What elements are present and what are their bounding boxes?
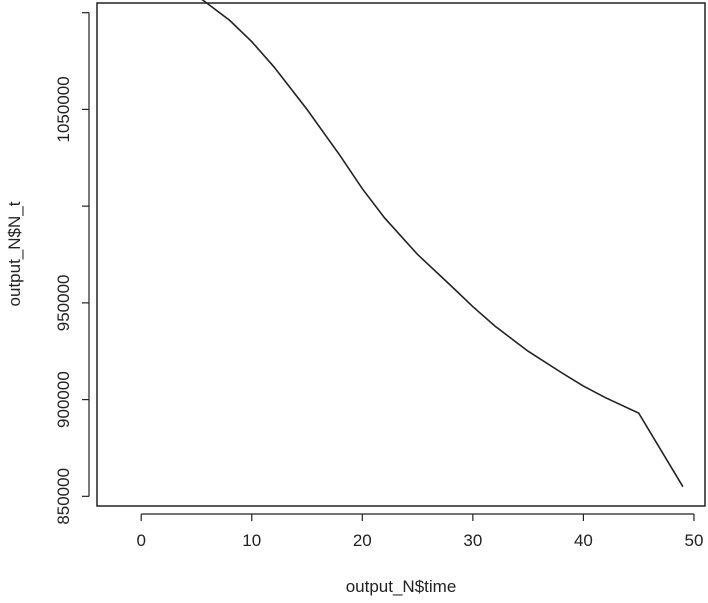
y-tick-label: 950000 <box>54 274 73 331</box>
x-axis: 0 10 20 30 40 50 <box>136 513 703 550</box>
x-axis-label: output_N$time <box>346 577 457 596</box>
series-line <box>201 0 684 488</box>
y-tick-label: 850000 <box>54 468 73 525</box>
x-tick-label: 30 <box>463 531 482 550</box>
y-axis: 850000 900000 950000 1050000 <box>54 12 90 525</box>
x-tick-label: 20 <box>353 531 372 550</box>
plot-frame <box>96 2 706 507</box>
x-tick-label: 40 <box>574 531 593 550</box>
x-tick-label: 0 <box>136 531 145 550</box>
y-axis-label: output_N$N_t <box>5 201 24 306</box>
x-tick-label: 50 <box>684 531 703 550</box>
x-tick-label: 10 <box>242 531 261 550</box>
y-tick-label: 1050000 <box>54 76 73 142</box>
y-tick-label: 900000 <box>54 371 73 428</box>
